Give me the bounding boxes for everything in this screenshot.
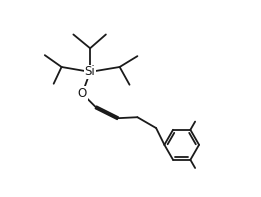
- Text: Si: Si: [85, 65, 96, 78]
- Text: O: O: [78, 87, 87, 100]
